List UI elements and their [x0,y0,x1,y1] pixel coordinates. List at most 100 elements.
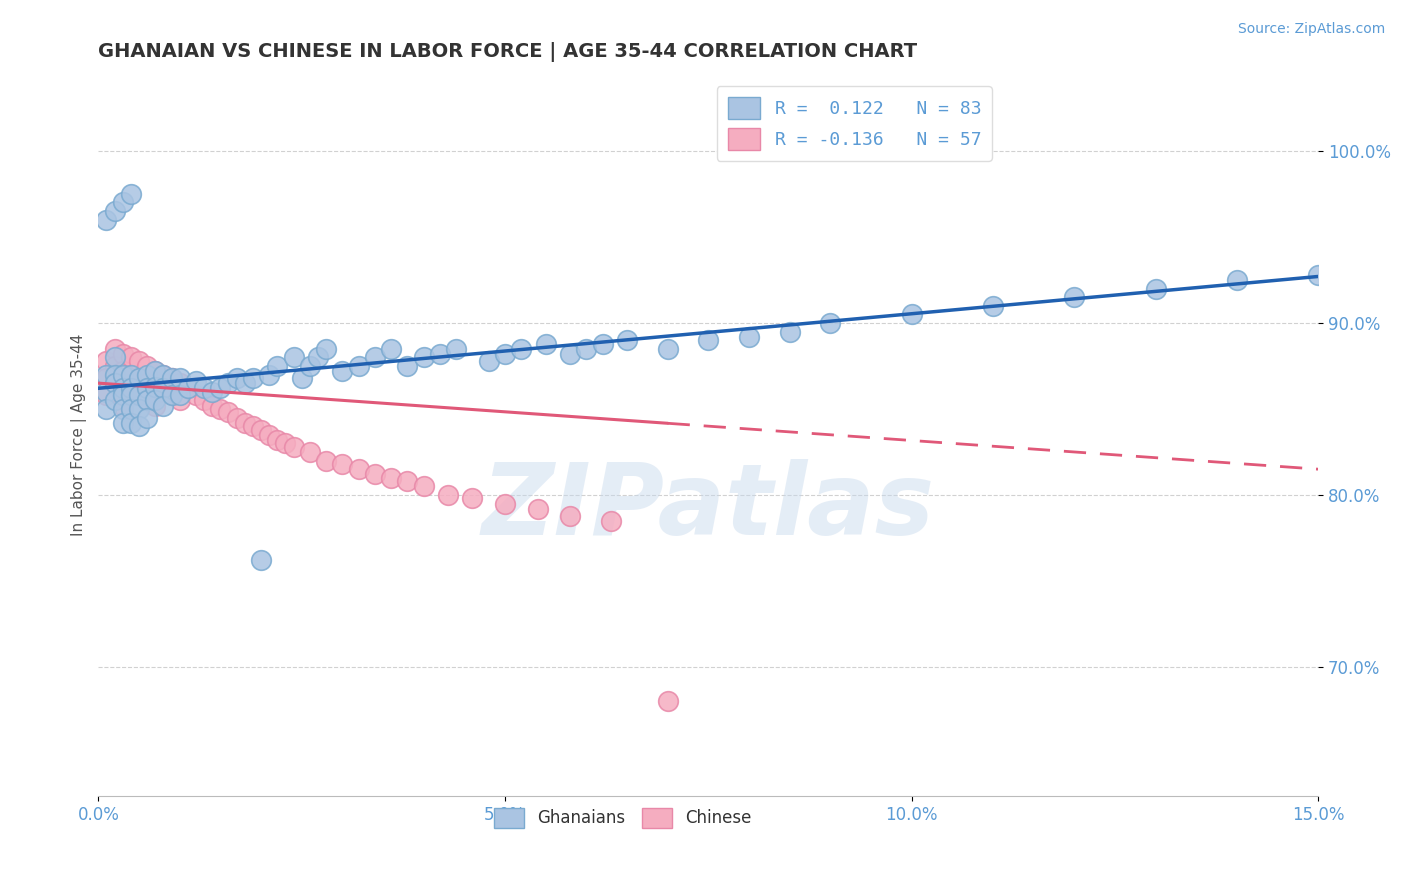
Point [283,440,305,454]
Point [128,419,150,434]
Point [111,416,134,430]
Point [120,381,142,395]
Point [1144,281,1167,295]
Point [143,379,166,393]
Point [779,325,801,339]
Point [111,401,134,416]
Point [900,307,922,321]
Point [291,371,314,385]
Point [104,376,127,391]
Point [120,368,142,382]
Point [347,359,370,373]
Point [307,351,329,365]
Point [160,371,183,385]
Point [96,371,118,385]
Point [104,342,127,356]
Point [429,347,451,361]
Point [143,364,166,378]
Point [128,371,150,385]
Point [152,381,174,395]
Text: Source: ZipAtlas.com: Source: ZipAtlas.com [1237,22,1385,37]
Point [478,353,501,368]
Point [274,436,297,450]
Point [396,474,419,488]
Point [143,399,166,413]
Point [510,342,533,356]
Point [1063,290,1085,304]
Point [136,410,159,425]
Point [697,333,720,347]
Point [120,351,142,365]
Point [120,186,142,201]
Point [396,359,419,373]
Point [136,393,159,408]
Point [218,376,240,391]
Y-axis label: In Labor Force | Age 35-44: In Labor Force | Age 35-44 [72,334,87,536]
Point [104,368,127,382]
Point [250,423,273,437]
Point [96,212,118,227]
Point [104,204,127,219]
Point [193,381,215,395]
Point [412,479,434,493]
Legend: Ghanaians, Chinese: Ghanaians, Chinese [488,801,758,835]
Point [111,381,134,395]
Point [136,393,159,408]
Point [104,376,127,391]
Point [120,416,142,430]
Point [225,371,247,385]
Point [657,694,679,708]
Point [209,401,232,416]
Point [534,336,557,351]
Point [120,388,142,402]
Point [526,501,548,516]
Point [96,384,118,399]
Point [494,497,516,511]
Point [128,353,150,368]
Point [160,371,183,385]
Point [96,368,118,382]
Point [177,381,200,395]
Point [136,359,159,373]
Point [136,368,159,382]
Point [616,333,638,347]
Point [111,368,134,382]
Point [599,514,621,528]
Point [266,433,288,447]
Point [364,351,387,365]
Point [330,364,353,378]
Point [96,401,118,416]
Point [111,364,134,378]
Point [201,384,224,399]
Point [315,453,337,467]
Point [111,347,134,361]
Point [143,364,166,378]
Point [177,381,200,395]
Point [120,384,142,399]
Point [160,388,183,402]
Point [96,353,118,368]
Point [218,405,240,419]
Point [364,467,387,482]
Point [298,359,321,373]
Point [298,445,321,459]
Point [412,351,434,365]
Point [494,347,516,361]
Point [437,488,460,502]
Point [820,316,842,330]
Point [347,462,370,476]
Text: ZIPatlas: ZIPatlas [482,458,935,556]
Point [193,393,215,408]
Point [184,388,207,402]
Point [152,368,174,382]
Point [111,195,134,210]
Point [592,336,614,351]
Point [111,388,134,402]
Point [160,388,183,402]
Point [128,401,150,416]
Point [143,393,166,408]
Point [201,399,224,413]
Point [111,399,134,413]
Point [558,347,581,361]
Point [143,381,166,395]
